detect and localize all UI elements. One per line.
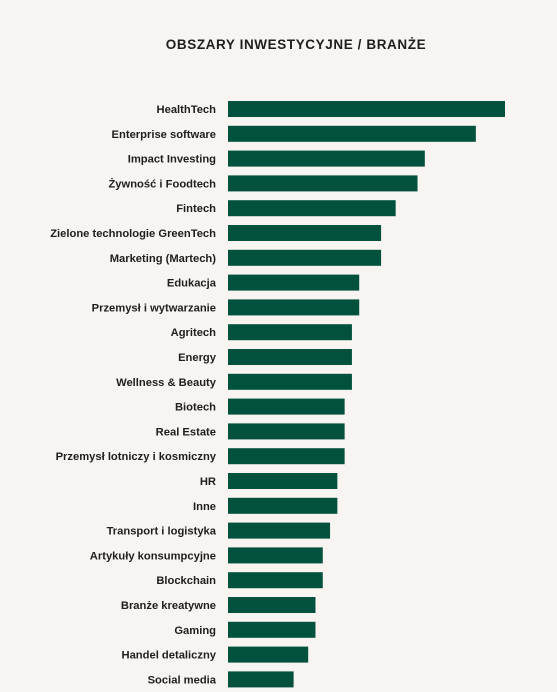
category-label: Artykuły konsumpcyjne [90, 550, 216, 562]
bar [228, 299, 360, 316]
category-label: Transport i logistyka [107, 526, 217, 538]
bar [228, 200, 396, 217]
bar [228, 150, 425, 167]
bar [228, 125, 476, 142]
category-label: Fintech [176, 203, 216, 215]
bar [228, 522, 331, 539]
bar [228, 324, 352, 341]
bar [228, 373, 352, 390]
chart-title: OBSZARY INWESTYCYJNE / BRANŻE [165, 37, 427, 52]
category-label: Przemysł lotniczy i kosmiczny [56, 451, 217, 463]
bar [228, 497, 338, 514]
category-label: Branże kreatywne [121, 600, 216, 612]
category-label: Marketing (Martech) [110, 253, 217, 265]
category-label: Blockchain [156, 575, 216, 587]
bar [228, 398, 345, 415]
bar [228, 225, 382, 241]
category-label: Biotech [175, 402, 216, 414]
bar [228, 572, 323, 589]
category-label: Impact Investing [128, 154, 216, 166]
bar [228, 249, 382, 266]
category-label: Social media [148, 674, 217, 686]
category-label: Edukacja [167, 278, 217, 290]
bar [228, 175, 418, 192]
category-label: Energy [178, 352, 217, 364]
category-label: Zielone technologie GreenTech [50, 228, 216, 240]
category-label: Agritech [171, 327, 217, 339]
category-label: Inne [193, 501, 216, 513]
bar [228, 621, 316, 638]
bar [228, 646, 309, 663]
category-label: Przemysł i wytwarzanie [92, 302, 216, 314]
bar [228, 473, 338, 489]
category-label: HealthTech [157, 104, 217, 116]
category-label: Wellness & Beauty [116, 377, 217, 389]
category-label: Gaming [174, 625, 216, 637]
bar [228, 423, 345, 440]
category-label: Handel detaliczny [122, 650, 217, 662]
bar [228, 349, 352, 365]
category-label: HR [200, 476, 216, 488]
bar [228, 671, 294, 688]
bar [228, 448, 345, 465]
bar [228, 274, 360, 291]
bar [228, 101, 505, 117]
category-label: Żywność i Foodtech [108, 177, 216, 190]
bar [228, 547, 323, 564]
category-label: Enterprise software [112, 129, 216, 141]
category-label: Real Estate [156, 426, 216, 438]
bar [228, 597, 316, 613]
